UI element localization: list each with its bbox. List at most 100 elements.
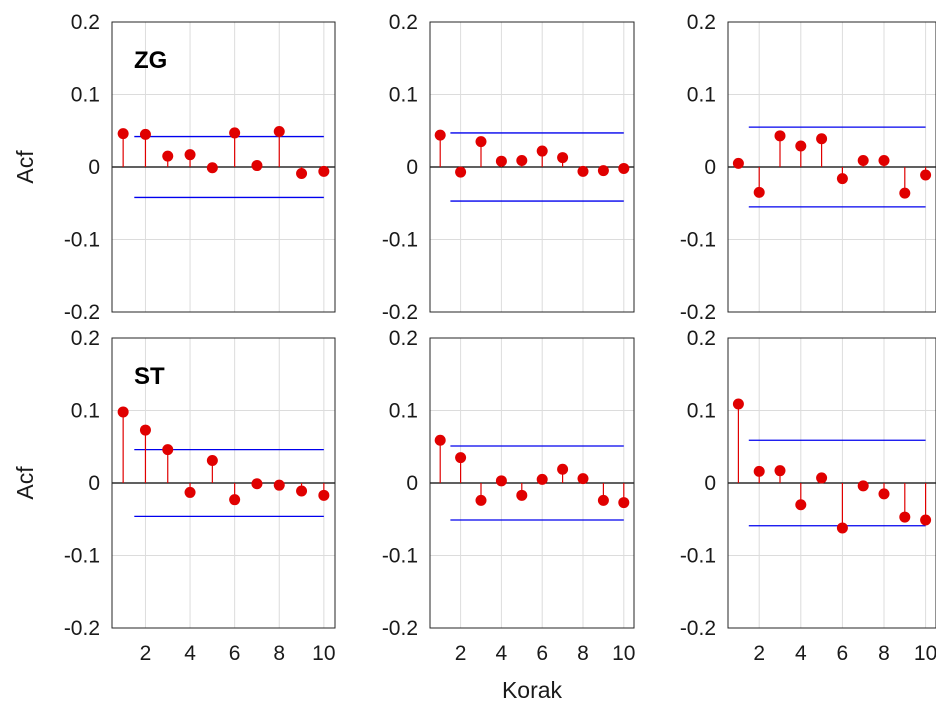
panel-5-stem-marker bbox=[577, 473, 589, 485]
panel-4-frame bbox=[111, 337, 336, 629]
panel-6-stem-marker bbox=[795, 499, 807, 511]
panel-4-ytick-label: 0 bbox=[88, 472, 100, 495]
panel-2-stem-marker bbox=[577, 165, 589, 177]
panel-4-stem-marker bbox=[139, 424, 151, 436]
panel-1-tag: ZG bbox=[134, 47, 167, 74]
panel-3-stem-marker bbox=[795, 140, 807, 152]
panel-1-ytick-label: 0.1 bbox=[71, 84, 100, 107]
panel-3-frame bbox=[727, 21, 936, 313]
panel-6-stem-marker bbox=[774, 465, 786, 477]
panel-6-ytick-label: 0.1 bbox=[687, 400, 716, 423]
panel-4-stem-marker bbox=[117, 406, 129, 418]
panel-4-tag: ST bbox=[134, 363, 165, 390]
panel-3-ytick-label: 0.2 bbox=[687, 11, 716, 34]
panel-3-stem-marker bbox=[816, 133, 828, 145]
panel-4-ylabel: Acf bbox=[12, 466, 38, 500]
panel-6-xtick-label: 4 bbox=[795, 642, 807, 665]
panel-4-xtick-label: 10 bbox=[312, 642, 335, 665]
panel-2-stem-marker bbox=[597, 165, 609, 177]
panel-2-ytick-label: -0.1 bbox=[382, 229, 418, 252]
panel-5-stem-marker bbox=[434, 434, 446, 446]
panel-2-stem-marker bbox=[455, 166, 467, 178]
panel-3-stem-marker bbox=[732, 157, 744, 169]
panel-5-stem-marker bbox=[597, 494, 609, 506]
panel-4-ytick-label: -0.2 bbox=[64, 617, 100, 640]
panel-6-ytick-label: 0 bbox=[704, 472, 716, 495]
panel-5-ytick-label: -0.1 bbox=[382, 545, 418, 568]
panel-1-ylabel: Acf bbox=[12, 150, 38, 184]
panel-6-ytick-label: 0.2 bbox=[687, 327, 716, 350]
panel-3-stem-marker bbox=[753, 186, 765, 198]
panel-6-xtick-label: 2 bbox=[753, 642, 765, 665]
panel-1-ytick-label: 0.2 bbox=[71, 11, 100, 34]
panel-2-ytick-label: -0.2 bbox=[382, 301, 418, 324]
panel-1-stem-marker bbox=[273, 125, 285, 137]
panel-2-stem-marker bbox=[536, 145, 548, 157]
panel-1-stem-marker bbox=[139, 128, 151, 140]
panel-5-ytick-label: 0.1 bbox=[389, 400, 418, 423]
panel-4-ytick-label: 0.2 bbox=[71, 327, 100, 350]
panel-4-ytick-label: 0.1 bbox=[71, 400, 100, 423]
panel-6-xtick-label: 8 bbox=[878, 642, 890, 665]
panel-4-stem-marker bbox=[229, 494, 241, 506]
panel-1-stem-marker bbox=[206, 162, 218, 174]
panel-3-ytick-label: 0 bbox=[704, 156, 716, 179]
panel-1-stem-marker bbox=[251, 160, 263, 172]
panel-1-stem-marker bbox=[162, 150, 174, 162]
panel-3-stem-marker bbox=[899, 187, 911, 199]
panel-1-stem-marker bbox=[117, 128, 129, 140]
panel-6-xtick-label: 6 bbox=[837, 642, 849, 665]
panel-5-xtick-label: 2 bbox=[455, 642, 467, 665]
panel-4-xtick-label: 4 bbox=[184, 642, 196, 665]
panel-5-stem-marker bbox=[618, 497, 630, 509]
panel-1-stem-marker bbox=[318, 165, 330, 177]
panel-3-stem-marker bbox=[774, 130, 786, 142]
panel-4-xtick-label: 6 bbox=[229, 642, 241, 665]
panel-3-stem-marker bbox=[836, 173, 848, 185]
panel-2-stem-marker bbox=[475, 136, 487, 148]
panel-6-xtick-label: 10 bbox=[914, 642, 936, 665]
panel-2-ytick-label: 0.1 bbox=[389, 84, 418, 107]
panel-5-stem-marker bbox=[557, 463, 569, 475]
panel-5-xtick-label: 6 bbox=[536, 642, 548, 665]
panel-5-stem-marker bbox=[475, 494, 487, 506]
panel-3-ytick-label: 0.1 bbox=[687, 84, 716, 107]
panel-4-stem-marker bbox=[318, 489, 330, 501]
panel-6-stem-marker bbox=[816, 472, 828, 484]
panel-2-stem-marker bbox=[516, 154, 528, 166]
panel-6-stem-marker bbox=[857, 480, 869, 492]
panel-1-stem-marker bbox=[184, 149, 196, 161]
panel-3-stem-marker bbox=[878, 154, 890, 166]
panel-5-xtick-label: 8 bbox=[577, 642, 589, 665]
panel-6-stem-marker bbox=[878, 488, 890, 500]
panel-2-stem-marker bbox=[495, 155, 507, 167]
x-axis-label: Korak bbox=[502, 677, 563, 703]
panel-4-ytick-label: -0.1 bbox=[64, 545, 100, 568]
panel-6-stem-marker bbox=[732, 398, 744, 410]
panel-3-stem-marker bbox=[857, 154, 869, 166]
panel-4-stem-marker bbox=[162, 444, 174, 456]
panel-6-stem-marker bbox=[920, 514, 932, 526]
panel-4-stem-marker bbox=[296, 485, 308, 497]
panel-1-ytick-label: 0 bbox=[88, 156, 100, 179]
panel-5-ytick-label: -0.2 bbox=[382, 617, 418, 640]
panel-6-ytick-label: -0.2 bbox=[680, 617, 716, 640]
panel-5-frame bbox=[429, 337, 635, 629]
panel-3-stem-marker bbox=[920, 169, 932, 181]
panel-1-ytick-label: -0.2 bbox=[64, 301, 100, 324]
panel-5-ytick-label: 0.2 bbox=[389, 327, 418, 350]
panel-4-stem-marker bbox=[273, 479, 285, 491]
panel-2-frame bbox=[429, 21, 635, 313]
panel-5-xtick-label: 4 bbox=[496, 642, 508, 665]
panel-6-stem-marker bbox=[753, 465, 765, 477]
panel-2-stem-marker bbox=[434, 129, 446, 141]
panel-5-stem-marker bbox=[455, 452, 467, 464]
panel-6-ytick-label: -0.1 bbox=[680, 545, 716, 568]
panel-5-ytick-label: 0 bbox=[406, 472, 418, 495]
panel-6-stem-marker bbox=[836, 522, 848, 534]
panel-1-frame bbox=[111, 21, 336, 313]
panel-4-xtick-label: 2 bbox=[140, 642, 152, 665]
panel-1-stem-marker bbox=[296, 168, 308, 180]
panel-4-stem-marker bbox=[251, 478, 263, 490]
